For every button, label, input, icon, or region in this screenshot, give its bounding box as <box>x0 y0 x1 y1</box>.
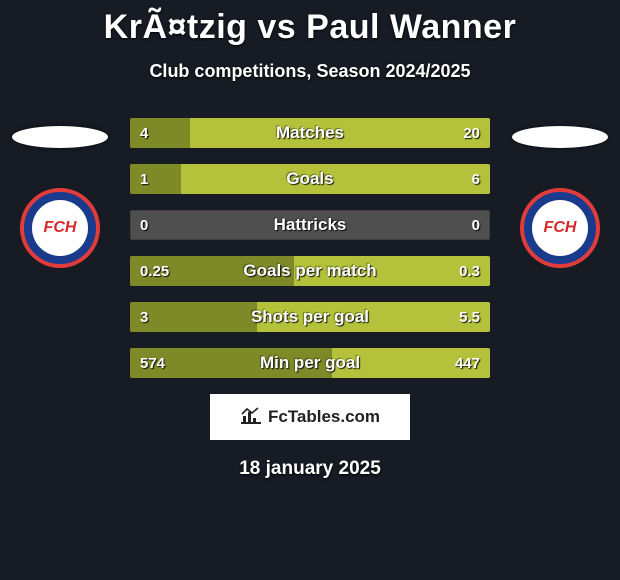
player-right-avatar-oval <box>512 126 608 148</box>
bar-left-fill <box>130 348 332 378</box>
page-title: KrÃ¤tzig vs Paul Wanner <box>0 0 620 47</box>
bar-left-fill <box>130 302 257 332</box>
content: FCH FCH 420Matches 16Goals 0 0Hattricks 0.25… <box>0 118 620 480</box>
player-right-club-badge: FCH <box>520 188 600 268</box>
page-subtitle: Club competitions, Season 2024/2025 <box>0 61 620 82</box>
comparison-row: 574447Min per goal <box>130 348 490 378</box>
bar-metric-label: Hattricks <box>130 210 490 240</box>
bar-right-fill <box>332 348 490 378</box>
player-left-column: FCH <box>0 118 120 268</box>
brand-text: FcTables.com <box>268 407 380 427</box>
bar-right-fill <box>257 302 490 332</box>
brand-box: FcTables.com <box>210 394 410 440</box>
club-badge-text: FCH <box>44 219 77 237</box>
player-right-column: FCH <box>500 118 620 268</box>
comparison-row: 420Matches <box>130 118 490 148</box>
club-badge-text: FCH <box>544 219 577 237</box>
comparison-bars: 420Matches 16Goals 0 0Hattricks 0.250.3Goals… <box>130 118 490 378</box>
bar-right-fill <box>181 164 490 194</box>
bar-left-value: 0 <box>140 210 148 240</box>
bar-left-fill <box>130 164 181 194</box>
comparison-row: 0.250.3Goals per match <box>130 256 490 286</box>
snapshot-date: 18 january 2025 <box>0 458 620 480</box>
comparison-row: 35.5Shots per goal <box>130 302 490 332</box>
bar-right-fill <box>294 256 490 286</box>
bar-right-fill <box>190 118 490 148</box>
brand-chart-icon <box>240 406 262 428</box>
player-left-club-badge: FCH <box>20 188 100 268</box>
player-left-avatar-oval <box>12 126 108 148</box>
bar-right-value: 0 <box>472 210 480 240</box>
comparison-row: 0 0Hattricks <box>130 210 490 240</box>
comparison-row: 16Goals <box>130 164 490 194</box>
bar-left-fill <box>130 256 294 286</box>
root: KrÃ¤tzig vs Paul Wanner Club competition… <box>0 0 620 580</box>
bar-left-fill <box>130 118 190 148</box>
